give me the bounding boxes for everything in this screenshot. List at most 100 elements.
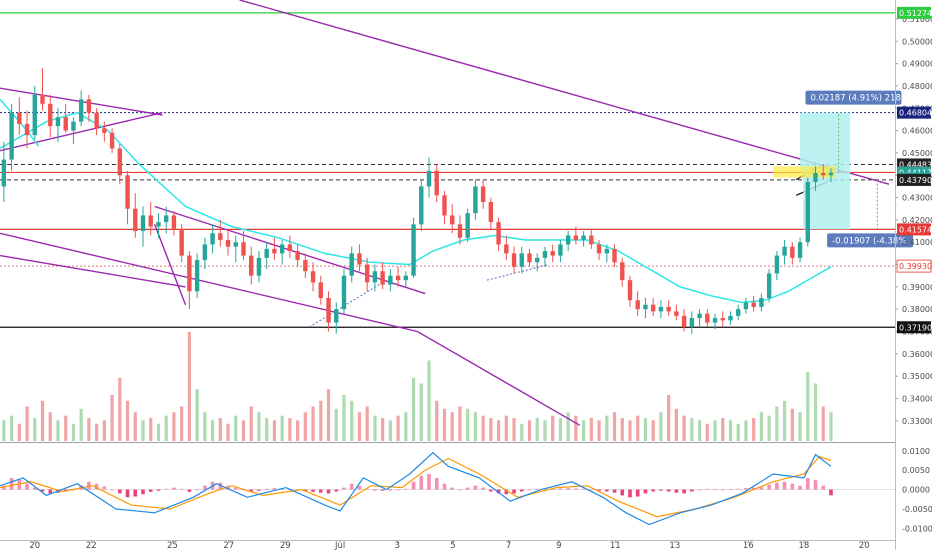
macd-histogram-bar xyxy=(442,483,447,490)
macd-histogram-bar xyxy=(620,489,625,496)
volume-bar xyxy=(350,400,354,441)
volume-bar xyxy=(172,412,176,441)
macd-histogram-bar xyxy=(179,488,184,490)
candle-body xyxy=(681,315,687,328)
candles-layer xyxy=(1,68,834,334)
candle-body xyxy=(697,313,702,319)
macd-histogram-bar xyxy=(226,485,230,490)
price-tick-label: 0.38000 xyxy=(902,305,932,314)
candle-body xyxy=(426,170,432,187)
macd-signal-line xyxy=(0,455,832,518)
long-profit-zone[interactable] xyxy=(800,112,851,173)
price-marker-label: 0.41574 xyxy=(899,225,932,234)
stop-label[interactable]: -0.01907 (-4.38% xyxy=(827,233,914,248)
price-marker-label: 0.43790 xyxy=(899,176,932,185)
macd-tick-label: 0.0050 xyxy=(902,466,930,475)
support-dotted-line xyxy=(308,279,387,328)
macd-histogram-bar xyxy=(581,488,586,490)
candle-body xyxy=(766,273,772,299)
candle-body xyxy=(133,208,138,232)
candle-body xyxy=(442,195,447,216)
candle-body xyxy=(303,260,308,272)
date-tick-label: 16 xyxy=(743,541,754,550)
macd-histogram-bar xyxy=(589,489,594,491)
macd-histogram-bar xyxy=(365,488,369,490)
volume-bar xyxy=(87,418,91,441)
volume-bar xyxy=(651,420,655,441)
volume-bar xyxy=(628,420,632,441)
volume-bar xyxy=(234,415,238,441)
entry-highlight[interactable] xyxy=(773,166,835,178)
volume-bar xyxy=(357,412,362,441)
date-tick-label: 22 xyxy=(86,541,97,550)
candle-body xyxy=(148,215,153,227)
candle-body xyxy=(465,213,470,238)
candle-body xyxy=(504,244,509,254)
macd-histogram-bar xyxy=(326,489,331,494)
volume-bar xyxy=(829,412,833,441)
candle-body xyxy=(411,224,416,276)
price-marker-bg xyxy=(897,173,931,186)
volume-bar xyxy=(180,406,184,441)
macd-histogram-bar xyxy=(164,488,168,490)
macd-histogram-bar xyxy=(751,487,756,490)
macd-histogram-bar xyxy=(156,489,161,491)
price-marker: 0.37190 xyxy=(897,321,932,334)
volume-bar xyxy=(466,408,470,441)
candle-body xyxy=(790,246,795,258)
volume-bar xyxy=(435,400,439,441)
price-tick-label: 0.50000 xyxy=(902,37,932,46)
volume-bar xyxy=(303,412,307,441)
trendline xyxy=(0,232,581,426)
candle-body xyxy=(821,173,826,176)
macd-histogram-bar xyxy=(71,489,76,491)
candle-body xyxy=(736,309,741,316)
macd-tick-label: -0.0050 xyxy=(902,505,932,514)
volume-bar xyxy=(210,420,215,441)
target-label[interactable]: 0.02187 (4.91%) 2187 xyxy=(805,90,906,105)
ema-layer xyxy=(0,98,832,304)
date-tick-label: 20 xyxy=(859,541,870,550)
date-tick-label: 9 xyxy=(556,541,561,550)
volume-bar xyxy=(752,418,756,441)
candle-body xyxy=(589,235,594,245)
candle-body xyxy=(156,222,161,227)
macd-histogram-bar xyxy=(813,479,818,490)
volume-bar xyxy=(280,415,284,441)
short-zone[interactable] xyxy=(803,172,851,230)
candle-body xyxy=(565,235,571,245)
date-tick-label: 20 xyxy=(29,541,40,550)
macd-histogram-bar xyxy=(318,489,323,493)
volume-bar xyxy=(25,406,29,441)
price-marker-label: 0.51274 xyxy=(899,9,932,18)
macd-histogram-bar xyxy=(798,485,802,490)
candle-body xyxy=(179,228,184,256)
candle-body xyxy=(32,94,37,136)
volume-bar xyxy=(404,412,408,441)
volume-bar xyxy=(249,406,253,441)
candle-body xyxy=(488,202,494,223)
macd-histogram-bar xyxy=(396,489,400,491)
volume-bar xyxy=(612,412,617,441)
volume-bar xyxy=(659,412,663,441)
volume-bar xyxy=(535,418,539,441)
macd-histogram-bar xyxy=(728,489,733,490)
candle-body xyxy=(728,315,733,321)
volume-bar xyxy=(504,415,508,441)
candle-body xyxy=(473,186,478,214)
volume-bar xyxy=(17,423,21,441)
trendline xyxy=(0,254,186,288)
candle-body xyxy=(94,112,99,129)
candle-body xyxy=(612,248,617,263)
macd-histogram-bar xyxy=(118,489,122,494)
position-tool[interactable]: 0.02187 (4.91%) 2187 -0.01907 (-4.38% xyxy=(773,90,914,248)
macd-histogram-bar xyxy=(357,485,362,490)
date-tick-label: 27 xyxy=(223,541,234,550)
macd-histogram-bar xyxy=(674,489,679,493)
volume-bar xyxy=(667,395,671,441)
price-tick-label: 0.41000 xyxy=(902,238,932,247)
price-marker-bg xyxy=(897,321,931,334)
volume-bar xyxy=(102,420,106,441)
macd-histogram-bar xyxy=(264,488,269,490)
